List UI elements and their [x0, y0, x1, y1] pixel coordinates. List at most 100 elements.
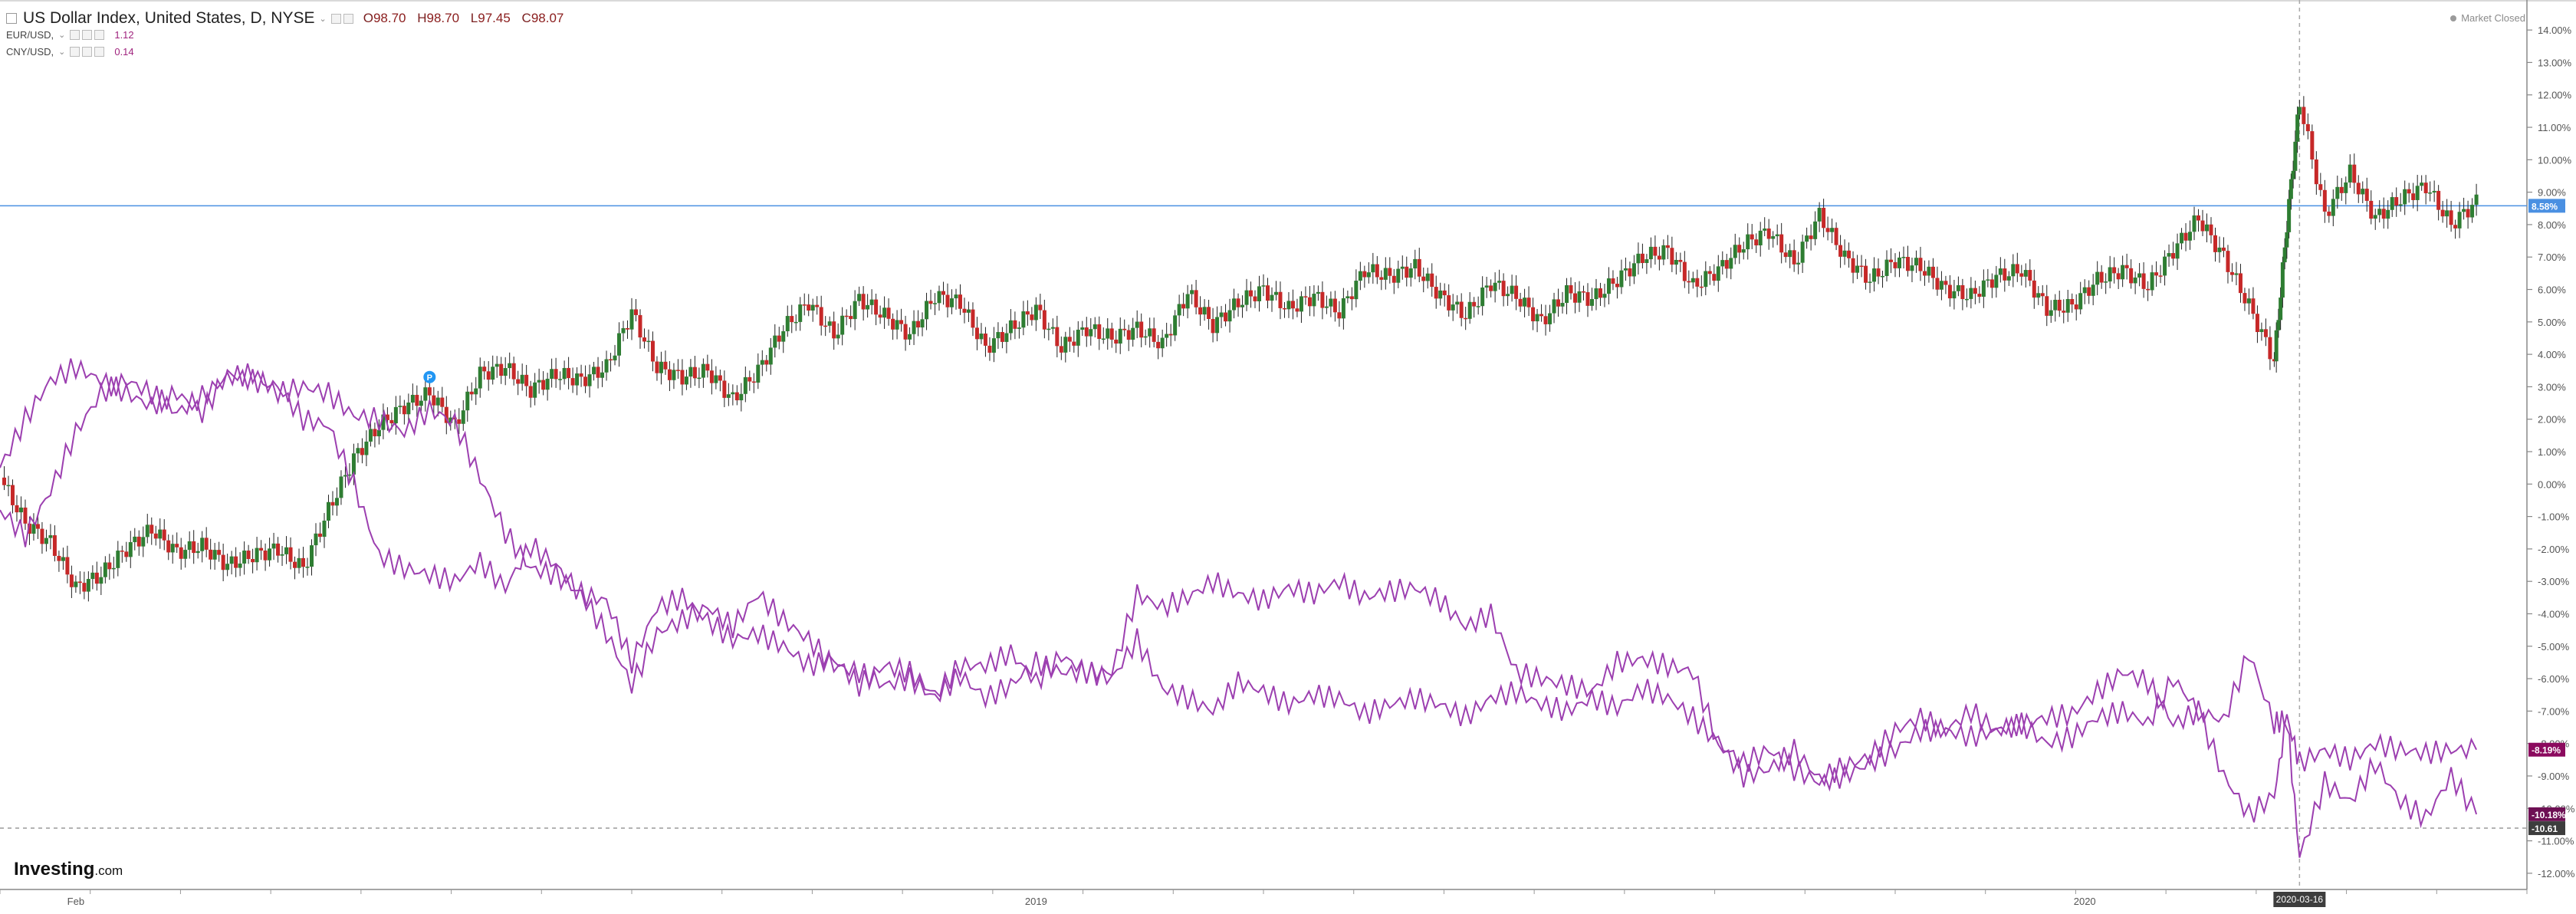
candle-body: [524, 374, 529, 386]
candle-body: [675, 370, 680, 371]
close-key: C: [521, 11, 531, 25]
candle-body: [1160, 337, 1165, 349]
candle-body: [1901, 257, 1906, 258]
chevron-down-icon[interactable]: ⌄: [58, 48, 66, 57]
eur-usd-legend[interactable]: EUR/USD, ⌄ 1.12: [6, 29, 134, 41]
eur-usd-line: [0, 358, 2478, 858]
settings-mini-icon[interactable]: [330, 13, 341, 24]
candle-body: [1573, 293, 1578, 303]
candle-body: [1796, 262, 1801, 265]
candle-body: [1876, 268, 1881, 277]
candle-body: [1589, 299, 1594, 306]
candle-body: [1922, 271, 1927, 276]
candle-body: [1332, 298, 1337, 313]
investing-logo[interactable]: Investing .com: [14, 859, 123, 880]
hide-mini-icon[interactable]: [82, 47, 93, 57]
candle-body: [1510, 285, 1514, 294]
candle-body: [1771, 236, 1776, 239]
remove-mini-icon[interactable]: [94, 30, 105, 40]
candle-body: [1253, 296, 1257, 301]
candle-body: [314, 533, 318, 546]
candle-body: [1135, 321, 1139, 328]
candle-body: [895, 320, 899, 330]
chevron-down-icon[interactable]: ⌄: [319, 14, 327, 24]
candle-body: [1783, 252, 1788, 258]
candle-body: [869, 299, 874, 305]
market-status-text: Market Closed: [2461, 12, 2525, 24]
y-tick-label: 4.00%: [2538, 349, 2566, 360]
candle-body: [1746, 234, 1750, 250]
candle-body: [1998, 268, 2003, 275]
candle-body: [1661, 245, 1666, 260]
candle-body: [629, 309, 634, 330]
settings-mini-icon[interactable]: [70, 47, 80, 57]
candle-body: [2462, 209, 2466, 212]
y-tick-label: -12.00%: [2538, 868, 2575, 879]
y-tick-label: 13.00%: [2538, 57, 2572, 68]
candle-body: [128, 542, 133, 557]
candle-body: [1299, 296, 1303, 312]
candle-body: [1434, 287, 1438, 299]
candle-body: [440, 397, 445, 407]
candle-body: [1792, 250, 1796, 265]
candle-body: [626, 327, 630, 330]
candle-body: [773, 335, 777, 348]
collapse-icon[interactable]: [6, 13, 17, 24]
candle-body: [1143, 336, 1148, 338]
candle-body: [1927, 266, 1931, 276]
candle-body: [86, 579, 90, 592]
candle-body: [1038, 304, 1043, 311]
candle-body: [2381, 209, 2386, 219]
candle-body: [238, 563, 242, 568]
candle-body: [271, 543, 276, 549]
candle-body: [633, 309, 638, 315]
candle-body: [1366, 272, 1371, 278]
candle-body: [2167, 253, 2171, 257]
candle-body: [1219, 312, 1224, 317]
hide-mini-icon[interactable]: [82, 30, 93, 40]
candle-body: [1800, 242, 1805, 263]
candle-body: [221, 554, 225, 570]
cny-usd-label[interactable]: CNY/USD,: [6, 46, 54, 58]
main-series-legend[interactable]: US Dollar Index, United States, D, NYSE …: [6, 9, 571, 28]
chevron-down-icon[interactable]: ⌄: [58, 31, 66, 40]
candle-body: [2339, 186, 2344, 193]
last-value-badge-text: -10.61: [2532, 824, 2558, 834]
market-status-dot-icon: [2450, 15, 2457, 21]
y-tick-label: 6.00%: [2538, 284, 2566, 296]
candle-body: [1421, 276, 1426, 281]
candle-body: [731, 392, 735, 395]
candle-body: [31, 524, 36, 534]
candle-body: [1033, 304, 1038, 321]
hide-mini-icon[interactable]: [343, 13, 353, 24]
candle-body: [427, 387, 432, 396]
candle-body: [1657, 255, 1661, 260]
candle-body: [1063, 337, 1068, 353]
candle-body: [659, 361, 663, 373]
candle-body: [2158, 275, 2163, 277]
candle-body: [2436, 190, 2441, 210]
cny-usd-legend[interactable]: CNY/USD, ⌄ 0.14: [6, 46, 134, 58]
last-value-badge-text: -8.19%: [2532, 745, 2561, 756]
candle-body: [170, 544, 175, 553]
candle-body: [2104, 281, 2108, 283]
candle-body: [1977, 294, 1982, 298]
candle-body: [2423, 182, 2428, 194]
settings-mini-icon[interactable]: [70, 30, 80, 40]
eur-usd-label[interactable]: EUR/USD,: [6, 29, 54, 41]
candle-body: [40, 528, 44, 544]
candle-body: [600, 372, 605, 378]
candle-body: [2003, 268, 2007, 281]
candle-body: [1872, 268, 1877, 282]
candle-body: [334, 498, 339, 506]
candle-body: [2293, 141, 2298, 171]
candle-body: [1758, 230, 1763, 245]
candle-body: [596, 367, 600, 378]
candle-body: [255, 547, 259, 563]
candle-body: [1337, 312, 1342, 319]
remove-mini-icon[interactable]: [94, 47, 105, 57]
main-series-title[interactable]: US Dollar Index, United States, D, NYSE: [23, 9, 315, 27]
candle-body: [94, 572, 99, 584]
